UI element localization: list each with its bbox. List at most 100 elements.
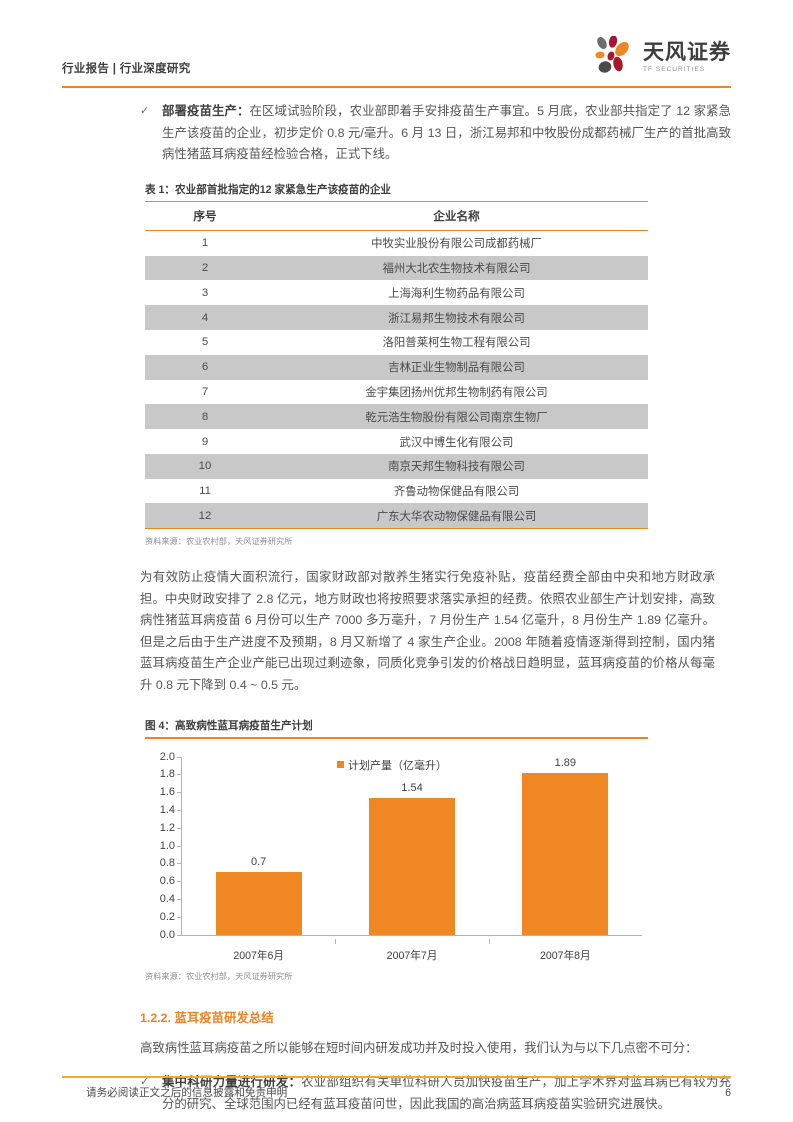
header-title: 行业报告 | 行业深度研究: [62, 63, 191, 75]
table-title: 表 1：农业部首批指定的12 家紧急生产该疫苗的企业: [145, 183, 392, 196]
cell-index: 5: [201, 336, 209, 349]
x-axis-line: [181, 934, 642, 936]
y-axis-tick-mark: [177, 916, 181, 918]
section-heading: 1.2.2. 蓝耳疫苗研发总结: [62, 1008, 731, 1026]
chart-title: 图 4：高致病性蓝耳病疫苗生产计划: [145, 720, 313, 733]
bullet-lead: 部署疫苗生产：: [162, 104, 250, 118]
table-head: 序号 企业名称: [145, 202, 648, 231]
table-row: 11 齐鲁动物保健品有限公司: [145, 479, 648, 504]
bar-value-label: 1.89: [554, 756, 577, 769]
plot-area: 0.7 1.54 1.89: [182, 757, 642, 935]
y-axis-tick-label: 0.2: [159, 910, 175, 923]
table-row: 9 武汉中博生化有限公司: [145, 429, 648, 454]
y-axis-tick-label: 1.6: [159, 786, 175, 799]
y-axis-tick-mark: [177, 845, 181, 847]
cell-index: 12: [145, 503, 265, 530]
column-header-index: 序号: [193, 209, 217, 223]
y-axis-tick-mark: [177, 774, 181, 776]
footer-divider: [62, 1076, 731, 1078]
table-row: 2 福州大北农生物技术有限公司: [145, 255, 648, 281]
cell-company: 浙江易邦生物技术有限公司: [388, 312, 525, 325]
x-axis-tick-label: 2007年8月: [540, 949, 591, 962]
section-title: 蓝耳疫苗研发总结: [174, 1010, 274, 1025]
bullet-body-text: 在区域试验阶段，农业部即着手安排疫苗生产事宜。5 月底，农业部共指定了 12 家…: [162, 104, 731, 161]
y-axis-tick-label: 0.0: [159, 928, 175, 941]
footer-note: 请务必阅读正文之后的信息披露和免责申明: [86, 1087, 288, 1099]
bar: [369, 797, 455, 935]
legend-label: 计划产量（亿毫升）: [348, 759, 447, 772]
check-icon: ✓: [140, 1076, 150, 1089]
cell-index: 10: [198, 460, 212, 473]
bullet-lead: 集中科研力量进行研发：: [162, 1075, 302, 1090]
table-source: 资料来源：农业农村部，天风证券研究所: [145, 537, 293, 547]
y-axis-tick-label: 1.4: [159, 804, 175, 817]
y-axis-tick-mark: [177, 899, 181, 901]
chart-source: 资料来源：农业农村部，天风证券研究所: [145, 971, 293, 981]
bullet-concentrated-research: ✓ 集中科研力量进行研发：农业部组织有关单位科研人员加快疫苗生产，加上学术界对蓝…: [62, 1072, 731, 1115]
cell-company: 洛阳普莱柯生物工程有限公司: [382, 337, 531, 350]
cell-index: 7: [201, 385, 209, 398]
y-axis-tick-mark: [177, 792, 181, 794]
table-exhibit: 表 1：农业部首批指定的12 家紧急生产该疫苗的企业 序号 企业名称 1 中牧实业…: [145, 182, 648, 548]
chart-legend: 计划产量（亿毫升）: [337, 757, 447, 773]
table-row: 5 洛阳普莱柯生物工程有限公司: [145, 330, 648, 355]
table-row: 12 广东大华农动物保健品有限公司: [145, 503, 648, 530]
cell-index: 2: [201, 262, 209, 275]
cell-company: 中牧实业股份有限公司成都药械厂: [371, 238, 542, 251]
cell-company: 金宇集团扬州优邦生物制药有限公司: [365, 386, 548, 399]
check-icon: ✓: [140, 105, 150, 117]
cell-index: 8: [201, 410, 209, 423]
cell-index: 9: [201, 435, 209, 448]
table-row: 10 南京天邦生物科技有限公司: [145, 453, 648, 479]
bar-chart: 计划产量（亿毫升） 0.0 0.2 0.4 0.6 0.8 1.0 1.2 1.4 1.6 1.8…: [145, 749, 648, 964]
x-axis-separator: [488, 938, 490, 944]
cell-company: 南京天邦生物科技有限公司: [388, 461, 525, 474]
y-axis-tick-mark: [177, 810, 181, 812]
y-axis-tick-label: 1.0: [159, 839, 175, 852]
cell-company: 上海海利生物药品有限公司: [388, 287, 525, 300]
cell-index: 1: [201, 237, 209, 250]
bar-value-label: 0.7: [251, 856, 267, 869]
table-row: 8 乾元浩生物股份有限公司南京生物厂: [145, 404, 648, 430]
section-number: 1.2.2.: [140, 1010, 172, 1025]
y-axis: 0.0 0.2 0.4 0.6 0.8 1.0 1.2 1.4 1.6 1.8 2.0: [145, 751, 175, 941]
table-row: 1 中牧实业股份有限公司成都药械厂: [145, 230, 648, 255]
bullet-deploy-vaccine-production: ✓ 部署疫苗生产：在区域试验阶段，农业部即着手安排疫苗生产事宜。5 月底，农业部…: [62, 101, 731, 166]
y-axis-tick-label: 2.0: [159, 750, 175, 763]
y-axis-tick-mark: [177, 756, 181, 758]
cell-company: 广东大华农动物保健品有限公司: [265, 503, 648, 530]
cell-company: 吉林正业生物制品有限公司: [388, 362, 525, 375]
y-axis-tick-mark: [177, 863, 181, 865]
bar-group: 1.89: [522, 756, 609, 935]
y-axis-tick-mark: [177, 827, 181, 829]
cell-company: 福州大北农生物技术有限公司: [382, 263, 531, 276]
page-footer: 请务必阅读正文之后的信息披露和免责申明 6: [62, 1076, 731, 1100]
table-top-rule: [145, 200, 648, 202]
designated-enterprises-table: 序号 企业名称 1 中牧实业股份有限公司成都药械厂 2 福州大北农生物技术有限公司 3 上…: [145, 202, 648, 530]
table-row: 7 金宇集团扬州优邦生物制药有限公司: [145, 380, 648, 405]
page-number: 6: [725, 1087, 731, 1099]
bar: [215, 872, 302, 935]
bullet-text: 部署疫苗生产：在区域试验阶段，农业部即着手安排疫苗生产事宜。5 月底，农业部共指…: [162, 101, 731, 166]
cell-index: 4: [201, 311, 209, 324]
cell-company: 齐鲁动物保健品有限公司: [393, 486, 520, 499]
table-row: 3 上海海利生物药品有限公司: [145, 280, 648, 305]
table-body: 1 中牧实业股份有限公司成都药械厂 2 福州大北农生物技术有限公司 3 上海海利生物药品有…: [145, 230, 648, 530]
y-axis-tick-mark: [177, 881, 181, 883]
table-row: 4 浙江易邦生物技术有限公司: [145, 305, 648, 331]
cell-company: 乾元浩生物股份有限公司南京生物厂: [365, 411, 548, 424]
x-axis-labels: 2007年6月 2007年7月 2007年8月: [182, 938, 642, 962]
bar-group: 0.7: [215, 757, 302, 935]
header-divider: [62, 86, 731, 88]
y-axis-tick-label: 1.8: [159, 768, 175, 781]
bullet-body-text: 农业部组织有关单位科研人员加快疫苗生产，加上学术界对蓝耳病已有较为充分的研究、全…: [162, 1075, 732, 1111]
logo-text: 天风证券 TF SECURITIES: [643, 42, 731, 73]
y-axis-tick-label: 0.8: [159, 857, 175, 870]
table-row: 6 吉林正业生物制品有限公司: [145, 354, 648, 380]
y-axis-tick-label: 0.4: [159, 893, 175, 906]
y-axis-tick-label: 1.2: [159, 821, 175, 834]
brand-logo: 天风证券 TF SECURITIES: [591, 35, 731, 80]
y-axis-tick-label: 0.6: [159, 875, 175, 888]
chart-top-rule: [145, 737, 648, 739]
